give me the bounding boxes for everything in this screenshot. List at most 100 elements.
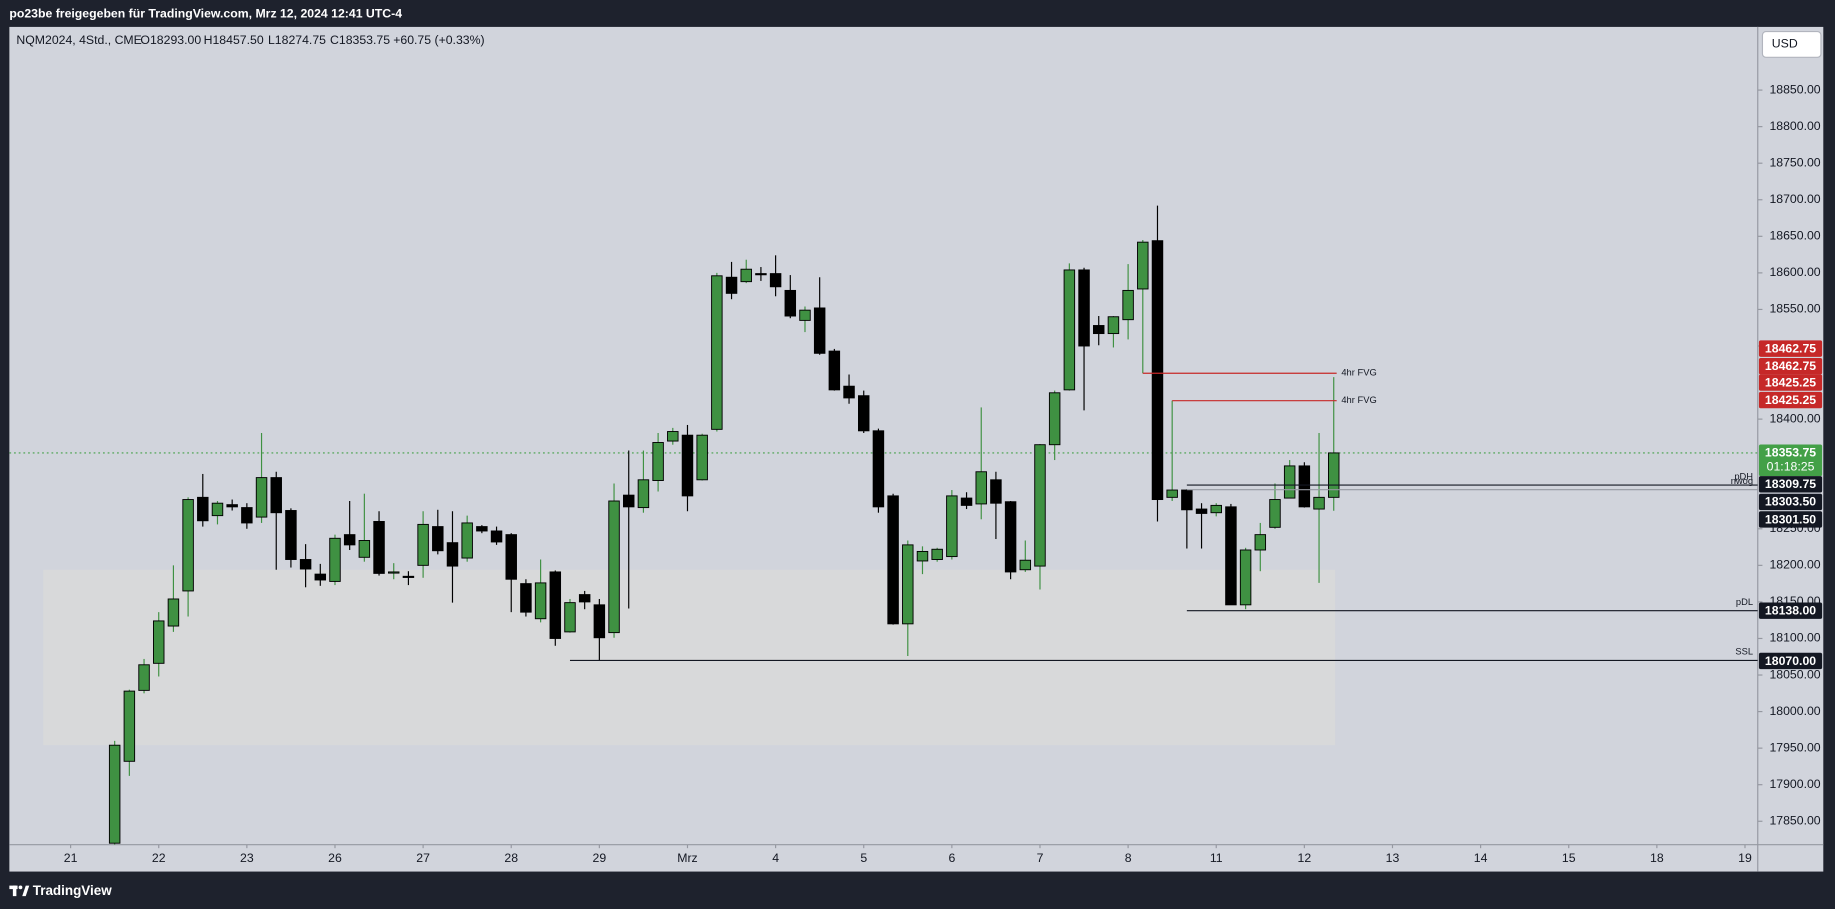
currency[interactable]: USD (1772, 37, 1798, 51)
candle-body (197, 496, 209, 522)
brand-logo (9, 885, 30, 897)
y-tick-label: 18000.00 (1769, 704, 1820, 718)
candle-body (667, 431, 679, 442)
level-name: pDH (1734, 471, 1753, 481)
price-label: 18353.75 (1765, 446, 1816, 460)
candle-body (843, 385, 855, 399)
candle-body (857, 395, 870, 432)
candle-body (1327, 452, 1340, 498)
legend-open: O18293.00 (140, 33, 201, 47)
x-tick-label: 15 (1562, 851, 1576, 865)
x-tick-label: 7 (1037, 851, 1044, 865)
candle-body (1019, 559, 1032, 571)
candle-body (1313, 496, 1325, 510)
candle-body (608, 500, 620, 634)
candle-body (1283, 465, 1296, 499)
candle-body (358, 540, 371, 558)
candle-body (622, 494, 635, 508)
candle-body (108, 744, 121, 844)
x-tick-label: Mrz (677, 851, 697, 865)
candle-body (872, 430, 885, 508)
candle-body (1078, 269, 1090, 347)
candle-body (960, 497, 973, 506)
x-tick-label: 19 (1738, 851, 1752, 865)
price-label: 18425.25 (1765, 375, 1816, 389)
candle-body (681, 434, 694, 497)
candle-body (725, 276, 738, 294)
y-tick-label: 18200.00 (1769, 558, 1820, 572)
candle-body (520, 583, 532, 613)
candle-body (931, 548, 943, 560)
candle-body (299, 559, 312, 570)
legend-low: L18274.75 (268, 33, 326, 47)
currency-button[interactable] (1761, 31, 1822, 58)
candle-body (1239, 549, 1252, 606)
candle-body (461, 522, 473, 559)
candle-body (652, 442, 664, 481)
candle-body (211, 502, 224, 517)
candle-body (314, 573, 327, 581)
candle-body (387, 571, 400, 574)
candle-body (476, 526, 488, 532)
candle-body (769, 273, 782, 288)
x-tick-label: 11 (1210, 851, 1223, 865)
x-tick-label: 12 (1298, 851, 1312, 865)
candle-body (549, 571, 562, 639)
candle-body (1181, 489, 1193, 511)
y-tick-label: 18850.00 (1769, 82, 1820, 96)
price-label-box (1758, 652, 1823, 670)
candle-body (152, 620, 165, 664)
price-label-box (1758, 391, 1823, 409)
candle-body (329, 537, 341, 582)
legend-change: +60.75 (+0.33%) (393, 33, 484, 47)
y-tick-label: 18800.00 (1769, 119, 1820, 133)
countdown: 01:18:25 (1767, 460, 1815, 474)
price-label: 18425.25 (1765, 393, 1816, 407)
legend-high: H18457.50 (204, 33, 264, 47)
price-label: 18462.75 (1765, 359, 1816, 373)
y-tick-label: 18600.00 (1769, 265, 1820, 279)
price-label-box (1758, 357, 1823, 375)
candle-body (505, 534, 517, 580)
candle-body (241, 507, 253, 524)
x-tick-label: 14 (1474, 851, 1488, 865)
zone (43, 569, 1336, 746)
share-note: po23be freigegeben für TradingView.com, … (9, 6, 402, 20)
level-name: SSL (1735, 647, 1753, 657)
level-name: pDL (1736, 597, 1753, 607)
candle-body (1034, 444, 1046, 567)
candle-body (402, 575, 415, 578)
candle-body (285, 510, 297, 560)
axes: 18850.00 18800.00 18750.00 18700.00 18650.00… (64, 82, 1823, 865)
candle-body (1107, 316, 1120, 335)
price-label: 18462.75 (1765, 341, 1816, 355)
level-name: 4hr FVG (1341, 368, 1376, 378)
x-tick-label: 28 (504, 851, 518, 865)
candle-body (828, 350, 841, 391)
price-label-box (1758, 511, 1823, 528)
brand: TradingView (33, 883, 112, 898)
candle-body (1225, 506, 1237, 606)
price-label: 18138.00 (1765, 604, 1816, 618)
legend-close: C18353.75 (330, 33, 390, 47)
candle-body (490, 530, 503, 543)
candle-body (373, 521, 385, 574)
y-tick-label: 17900.00 (1769, 777, 1820, 791)
candle-body (975, 471, 987, 505)
y-tick-label: 18400.00 (1769, 411, 1820, 425)
level-name: 4hr FVG (1341, 395, 1376, 405)
candle-body (711, 275, 723, 430)
symbol: NQM2024, 4Std., CME (16, 33, 141, 47)
x-tick-label: 21 (64, 851, 78, 865)
candle-body (799, 309, 811, 321)
candle-body (1195, 508, 1208, 514)
x-tick-label: 27 (416, 851, 430, 865)
candle-body (1151, 240, 1164, 501)
candle-body (1269, 499, 1281, 528)
candle-body (990, 479, 1002, 504)
x-tick-label: 4 (772, 851, 779, 865)
candle-body (138, 664, 150, 691)
price-label-box (1758, 340, 1823, 357)
price-label-box (1758, 374, 1823, 391)
candle-body (1210, 504, 1222, 514)
